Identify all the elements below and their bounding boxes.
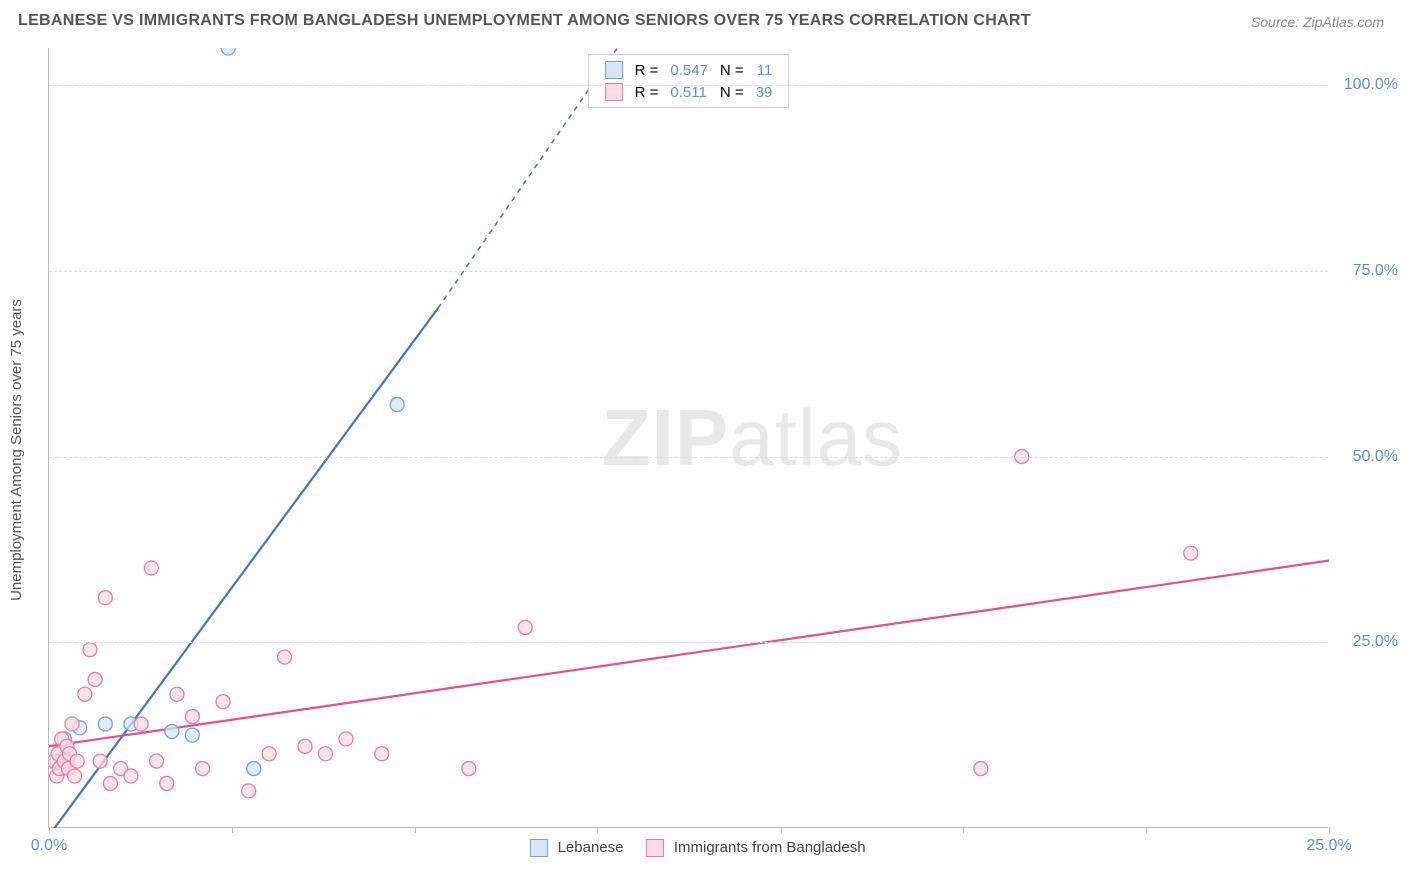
legend-swatch-lebanese [605,61,623,79]
y-tick-label: 100.0% [1338,76,1398,94]
y-tick-label: 50.0% [1338,448,1398,466]
trend-line [49,561,1329,747]
data-point [278,650,292,664]
data-point [98,717,112,731]
data-point [216,695,230,709]
legend-N-label: N = [714,59,750,81]
data-point [68,769,82,783]
x-tick-mark [232,827,233,833]
legend-row-lebanese: R = 0.547 N = 11 [599,59,779,81]
x-tick-label: 25.0% [1306,837,1351,855]
legend-R-label: R = [629,59,665,81]
x-tick-mark [49,827,50,833]
data-point [83,643,97,657]
data-point [165,724,179,738]
x-tick-mark [781,827,782,833]
y-tick-label: 75.0% [1338,262,1398,280]
data-point [390,398,404,412]
x-tick-mark [415,827,416,833]
data-point [150,754,164,768]
data-point [974,762,988,776]
x-tick-mark [1329,827,1330,833]
data-point [185,728,199,742]
legend-series: Lebanese Immigrants from Bangladesh [511,839,865,857]
chart-title: LEBANESE VS IMMIGRANTS FROM BANGLADESH U… [18,12,1031,30]
gridline [49,642,1328,643]
data-point [375,747,389,761]
y-axis-label: Unemployment Among Seniors over 75 years [8,299,25,601]
legend-R-value-0: 0.547 [664,59,714,81]
plot-area: ZIPatlas R = 0.547 N = 11 R = 0.511 N = … [48,48,1328,828]
data-point [160,776,174,790]
data-point [65,717,79,731]
data-point [318,747,332,761]
legend-bottom-swatch-1 [646,839,664,857]
data-point [93,754,107,768]
legend-bottom-label-1: Immigrants from Bangladesh [674,839,866,856]
x-tick-mark [597,827,598,833]
data-point [298,739,312,753]
x-tick-mark [963,827,964,833]
legend-bottom-label-0: Lebanese [558,839,624,856]
source-label: Source: ZipAtlas.com [1251,14,1384,30]
data-point [103,776,117,790]
x-tick-mark [1146,827,1147,833]
data-point [170,687,184,701]
gridline [49,271,1328,272]
data-point [98,591,112,605]
data-point [196,762,210,776]
data-point [144,561,158,575]
data-point [247,762,261,776]
y-tick-label: 25.0% [1338,633,1398,651]
data-point [242,784,256,798]
data-point [88,672,102,686]
legend-bottom-swatch-0 [529,839,547,857]
data-point [124,769,138,783]
data-point [134,717,148,731]
chart-svg [49,48,1329,828]
gridline [49,85,1328,86]
data-point [339,732,353,746]
data-point [518,620,532,634]
legend-correlation: R = 0.547 N = 11 R = 0.511 N = 39 [588,54,790,108]
gridline [49,457,1328,458]
data-point [185,710,199,724]
data-point [78,687,92,701]
legend-N-value-0: 11 [750,59,779,81]
data-point [1184,546,1198,560]
data-point [70,754,84,768]
data-point [462,762,476,776]
data-point [221,48,235,55]
x-tick-label: 0.0% [31,837,67,855]
data-point [262,747,276,761]
